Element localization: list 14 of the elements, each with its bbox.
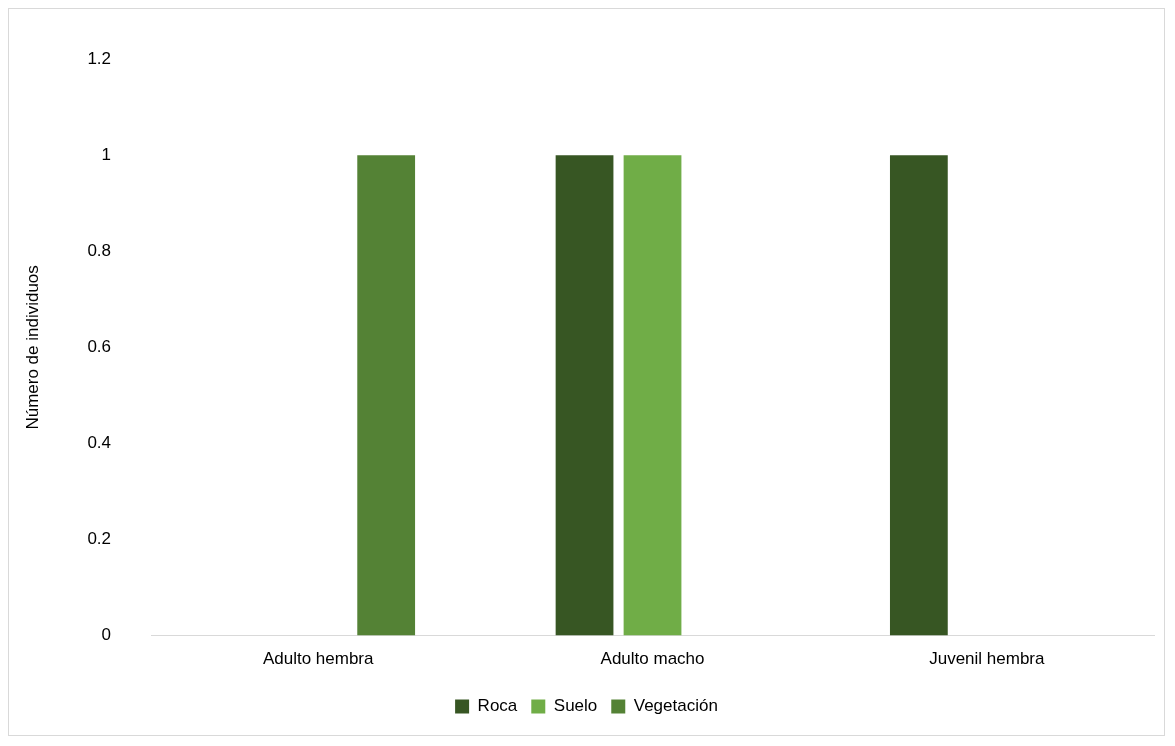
y-tick-label: 0	[101, 625, 112, 645]
legend-label: Suelo	[553, 696, 598, 716]
legend-label: Vegetación	[633, 696, 718, 716]
y-axis-title: Número de individuos	[22, 265, 42, 430]
x-tick-label: Adulto hembra	[262, 649, 375, 669]
y-tick-label: 0.8	[87, 241, 112, 261]
y-tick-label: 1.2	[87, 48, 112, 68]
x-tick-label: Adulto macho	[600, 649, 705, 669]
legend-label: Roca	[477, 696, 518, 716]
y-tick-label: 0.2	[87, 529, 112, 549]
x-tick-label: Juvenil hembra	[929, 649, 1046, 669]
y-tick-label: 0.4	[87, 433, 112, 453]
y-tick-label: 1	[101, 144, 112, 164]
y-tick-label: 0.6	[87, 337, 112, 357]
